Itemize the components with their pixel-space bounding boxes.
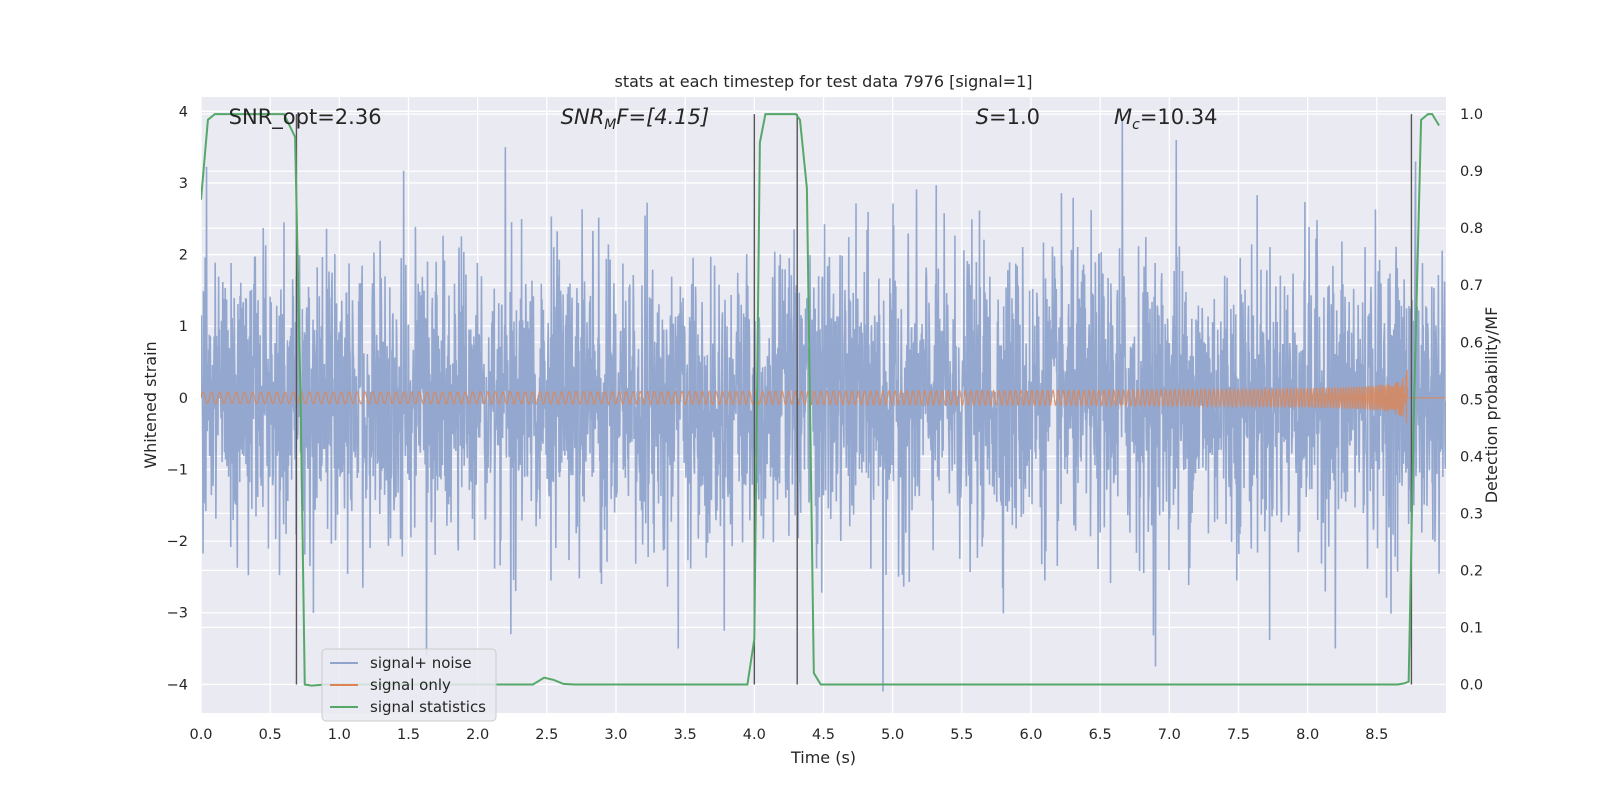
y2-axis-label: Detection probability/MF [1482,307,1501,504]
x-tick-label: 6.0 [1019,727,1042,743]
x-tick-label: 5.0 [881,727,904,743]
annotation-text: S=1.0 [976,105,1040,129]
x-axis-ticks: 0.0 0.5 1.0 1.5 2.0 2.5 3.0 3.5 4.0 4.5 5.0 5.5 6.0 6… [189,727,1388,743]
x-tick-label: 7.5 [1227,727,1250,743]
x-tick-label: 2.0 [466,727,489,743]
x-tick-label: 4.0 [743,727,766,743]
legend-label: signal+ noise [370,654,472,672]
y2-tick-label: 0.1 [1460,620,1483,636]
y-tick-label: 4 [179,104,188,120]
y2-tick-label: 0.6 [1460,335,1483,351]
series-signal-only [201,369,1446,423]
y2-tick-label: 0.9 [1460,164,1483,180]
annotation-symbol: S [976,105,989,129]
x-tick-label: 8.0 [1296,727,1319,743]
annotation-symbol: SNR [561,105,605,129]
series-signal-statistics [201,113,1440,687]
y-tick-label: 3 [179,176,188,192]
x-axis-label: Time (s) [790,748,856,767]
annotation-value: F=[4.15] [616,105,709,129]
annotation-subscript: M [604,117,616,133]
y-tick-label: −4 [167,677,188,693]
y2-tick-label: 0.3 [1460,506,1483,522]
annotation-symbol: M [1114,105,1132,129]
x-tick-label: 5.5 [950,727,973,743]
y-tick-label: −1 [167,462,188,478]
x-tick-label: 1.5 [397,727,420,743]
y-tick-label: 2 [179,248,188,264]
series-signal-noise [201,118,1446,692]
annotation-text: SNR_opt=2.36 [229,105,382,130]
x-tick-label: 0.5 [259,727,282,743]
x-tick-label: 3.0 [604,727,627,743]
x-tick-label: 7.0 [1158,727,1181,743]
legend: signal+ noise signal only signal statistic… [321,648,497,722]
annotation-text: Mc=10.34 [1114,105,1218,133]
y-axis-ticks: −4 −3 −2 −1 0 1 2 3 4 [167,104,188,693]
chart-title: stats at each timestep for test data 797… [614,72,1032,91]
y2-tick-label: 0.8 [1460,221,1483,237]
legend-label: signal only [370,676,451,694]
annotation-value: =10.34 [1140,105,1218,129]
x-tick-label: 4.5 [812,727,835,743]
y2-tick-label: 0.2 [1460,563,1483,579]
x-tick-label: 6.5 [1089,727,1112,743]
y-tick-label: −3 [167,606,188,622]
legend-box [321,648,497,722]
annotations: SNR_opt=2.36 SNRMF=[4.15] S=1.0 Mc=10.34 [229,105,1218,133]
legend-label: signal statistics [370,698,486,716]
y2-tick-label: 1.0 [1460,107,1483,123]
x-tick-label: 3.5 [674,727,697,743]
x-tick-label: 2.5 [535,727,558,743]
plot-area [200,97,1446,713]
y2-tick-label: 0.0 [1460,677,1483,693]
annotation-text: SNRMF=[4.15] [561,105,710,133]
y2-axis-ticks: 0.0 0.1 0.2 0.3 0.4 0.5 0.6 0.7 0.8 0.9 1.0 [1460,107,1483,693]
y-tick-label: 1 [179,319,188,335]
y-tick-label: 0 [179,391,188,407]
annotation-subscript: c [1132,117,1140,133]
y-tick-label: −2 [167,534,188,550]
annotation-value: =1.0 [989,105,1040,129]
y2-tick-label: 0.5 [1460,392,1483,408]
x-tick-label: 1.0 [328,727,351,743]
y-axis-label: Whitened strain [141,341,160,468]
y2-tick-label: 0.7 [1460,278,1483,294]
y2-tick-label: 0.4 [1460,449,1483,465]
x-tick-label: 8.5 [1365,727,1388,743]
x-tick-label: 0.0 [189,727,212,743]
